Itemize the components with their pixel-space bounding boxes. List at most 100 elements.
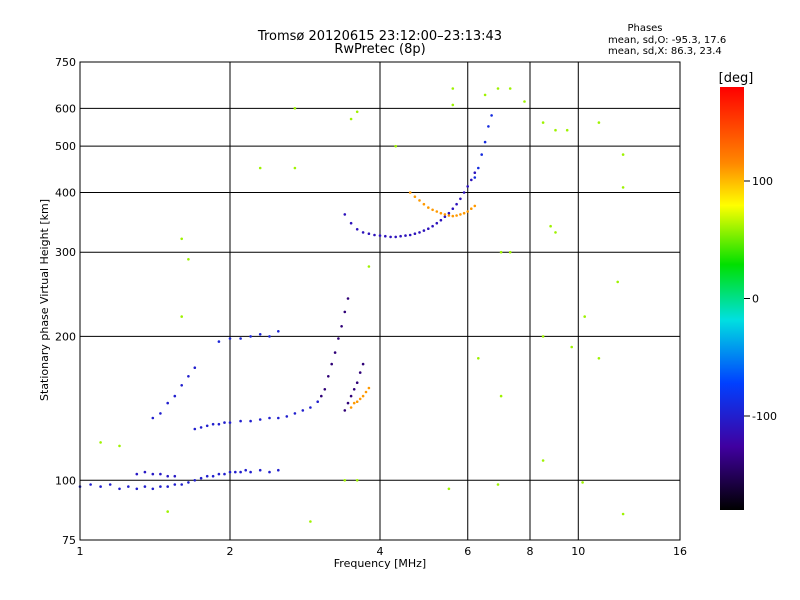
data-point bbox=[435, 210, 439, 213]
data-point bbox=[477, 357, 480, 360]
data-point bbox=[340, 325, 343, 328]
data-point bbox=[554, 128, 557, 132]
x-tick-label: 8 bbox=[527, 545, 534, 558]
data-point bbox=[293, 107, 297, 110]
data-point bbox=[549, 224, 552, 228]
data-point bbox=[217, 472, 221, 476]
data-point bbox=[159, 472, 162, 476]
chart-title: Tromsø 20120615 23:12:00–23:13:43 bbox=[257, 29, 502, 44]
data-point bbox=[570, 345, 573, 349]
data-point bbox=[258, 333, 262, 336]
data-point bbox=[466, 210, 470, 213]
data-point bbox=[166, 474, 169, 478]
data-point bbox=[399, 234, 402, 238]
data-point bbox=[496, 483, 500, 486]
data-point bbox=[166, 510, 169, 513]
data-point bbox=[333, 351, 337, 354]
data-point bbox=[187, 258, 190, 261]
data-point bbox=[483, 140, 487, 144]
colorbar-label: [deg] bbox=[719, 71, 754, 86]
data-point bbox=[418, 231, 421, 234]
data-point bbox=[408, 233, 412, 237]
data-point bbox=[228, 421, 232, 424]
x-tick-label: 16 bbox=[673, 545, 687, 558]
y-tick-label: 100 bbox=[55, 474, 76, 487]
data-point bbox=[355, 400, 359, 404]
data-point bbox=[470, 178, 473, 182]
data-point bbox=[597, 357, 601, 360]
data-point bbox=[483, 93, 487, 97]
data-point bbox=[462, 191, 466, 194]
data-point bbox=[541, 459, 545, 462]
data-point bbox=[180, 384, 183, 387]
data-point bbox=[239, 470, 242, 474]
data-point bbox=[343, 479, 347, 482]
data-point bbox=[418, 199, 421, 202]
data-point bbox=[327, 375, 330, 378]
data-point bbox=[187, 481, 190, 484]
data-point bbox=[621, 186, 625, 189]
data-point bbox=[234, 470, 237, 474]
data-point bbox=[459, 213, 462, 216]
data-point bbox=[151, 487, 155, 491]
data-point bbox=[447, 214, 451, 217]
phase-stats-x: mean, sd,X: 86.3, 23.4 bbox=[608, 46, 722, 57]
data-point bbox=[143, 485, 147, 488]
chart-subtitle: RwPretec (8p) bbox=[334, 42, 425, 57]
data-point bbox=[473, 171, 477, 174]
data-point bbox=[323, 388, 327, 391]
data-point bbox=[367, 386, 371, 390]
data-point bbox=[358, 397, 362, 401]
data-point bbox=[367, 232, 371, 235]
data-point bbox=[277, 416, 280, 420]
data-point bbox=[554, 231, 557, 234]
data-point bbox=[173, 483, 177, 486]
data-point bbox=[408, 191, 412, 194]
data-point bbox=[159, 412, 162, 415]
data-point bbox=[277, 330, 280, 333]
x-tick-label: 10 bbox=[571, 545, 585, 558]
data-point bbox=[211, 422, 215, 426]
data-point bbox=[480, 153, 484, 156]
data-point bbox=[352, 401, 356, 405]
data-point bbox=[541, 121, 545, 124]
data-point bbox=[470, 207, 473, 210]
data-point bbox=[477, 166, 480, 170]
data-point bbox=[490, 114, 493, 117]
data-point bbox=[205, 424, 209, 428]
data-point bbox=[159, 485, 162, 488]
data-point bbox=[422, 229, 426, 232]
data-point bbox=[473, 204, 477, 208]
data-point bbox=[166, 401, 169, 405]
data-point bbox=[258, 418, 262, 421]
data-point bbox=[285, 415, 289, 418]
data-point bbox=[361, 231, 365, 234]
y-tick-label: 400 bbox=[55, 186, 76, 199]
data-point bbox=[343, 213, 347, 216]
data-point bbox=[173, 394, 177, 398]
data-point bbox=[268, 470, 271, 474]
tick-labels: 1 2 4 6 8 10 16 75 100 200 300 400 500 600 750 bbox=[55, 56, 687, 558]
data-point bbox=[258, 468, 262, 472]
data-point bbox=[151, 416, 155, 420]
data-point bbox=[199, 426, 203, 429]
data-point bbox=[435, 221, 439, 225]
colorbar bbox=[720, 87, 744, 510]
x-tick-label: 1 bbox=[77, 545, 84, 558]
y-tick-label: 300 bbox=[55, 246, 76, 259]
data-point bbox=[99, 485, 102, 488]
y-axis-label: Stationary phase Virtual Height [km] bbox=[38, 199, 51, 401]
data-point bbox=[364, 390, 368, 394]
data-point bbox=[451, 87, 455, 90]
data-point bbox=[597, 121, 601, 124]
data-point bbox=[244, 468, 247, 472]
data-point bbox=[427, 206, 430, 209]
data-point bbox=[349, 117, 353, 121]
data-points bbox=[78, 87, 625, 523]
y-tick-label: 600 bbox=[55, 102, 76, 115]
data-point bbox=[277, 468, 280, 472]
data-point bbox=[118, 444, 121, 448]
data-point bbox=[316, 400, 320, 404]
y-tick-label: 75 bbox=[62, 534, 76, 547]
